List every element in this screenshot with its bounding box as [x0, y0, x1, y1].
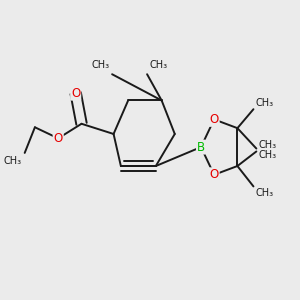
- Text: CH₃: CH₃: [4, 156, 22, 166]
- Text: CH₃: CH₃: [259, 150, 277, 160]
- Text: O: O: [209, 113, 219, 126]
- Text: O: O: [54, 132, 63, 145]
- Text: CH₃: CH₃: [256, 188, 274, 198]
- Text: O: O: [71, 87, 80, 100]
- Text: CH₃: CH₃: [256, 98, 274, 108]
- Text: O: O: [209, 168, 219, 181]
- Text: B: B: [197, 141, 205, 154]
- Text: CH₃: CH₃: [259, 140, 277, 150]
- Text: CH₃: CH₃: [150, 60, 168, 70]
- Text: CH₃: CH₃: [91, 60, 109, 70]
